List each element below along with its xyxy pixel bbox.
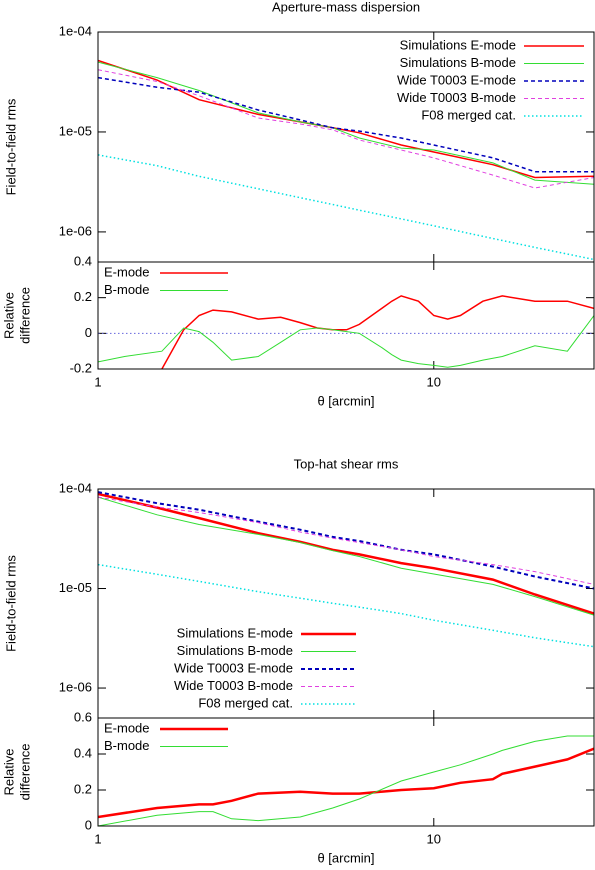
series-line [161,295,594,369]
series-line [98,735,594,826]
legend-label: Wide T0003 E-mode [397,72,516,87]
chart-title: Top-hat shear rms [294,456,399,471]
legend-label: E-mode [104,264,150,279]
series-line [98,496,594,585]
y-axis-label: Relative [1,292,16,339]
series-line [98,76,594,173]
series-line [98,315,594,368]
x-tick-label: 10 [427,831,441,846]
plot-frame [97,31,595,263]
legend-label: E-mode [104,720,150,735]
x-tick-label: 1 [94,374,101,389]
x-axis-label: θ [arcmin] [317,850,374,865]
legend-label: Wide T0003 B-mode [174,678,293,693]
y-tick-label: 0 [85,817,92,832]
legend-label: Wide T0003 B-mode [397,90,516,105]
y-tick-label: 0 [85,325,92,340]
chart-title: Aperture-mass dispersion [272,0,420,14]
legend-label: F08 merged cat. [421,107,516,122]
legend-label: B-mode [104,738,150,753]
plot-frame [97,261,595,370]
plot-frame [97,717,595,827]
legend-label: Simulations B-mode [400,55,516,70]
series-line [98,61,594,185]
y-axis-label: Relative [1,749,16,796]
legend-label: Simulations E-mode [400,37,516,52]
x-axis-label: θ [arcmin] [317,393,374,408]
plot-frame [97,488,595,719]
series-line [98,491,594,590]
y-tick-label: 0.4 [74,745,92,760]
legend-label: Simulations B-mode [177,643,293,658]
series-line [98,492,594,615]
y-tick-label: 1e-06 [59,679,92,694]
y-tick-label: 1e-06 [59,223,92,238]
x-tick-label: 10 [427,374,441,389]
y-tick-label: 0.2 [74,289,92,304]
legend-label: F08 merged cat. [198,695,293,710]
series-line [98,747,594,819]
legend-label: B-mode [104,282,150,297]
legend-label: Wide T0003 E-mode [174,660,293,675]
y-axis-label: Field-to-field rms [3,98,18,195]
y-tick-label: 0.6 [74,709,92,724]
legend-label: Simulations E-mode [177,625,293,640]
y-tick-label: -0.2 [70,360,92,375]
y-tick-label: 1e-04 [59,23,92,38]
y-tick-label: 0.4 [74,253,92,268]
y-tick-label: 1e-04 [59,480,92,495]
y-tick-label: 1e-05 [59,580,92,595]
series-line [98,59,594,179]
y-axis-label: difference [17,287,32,344]
y-axis-label: difference [17,744,32,801]
y-axis-label: Field-to-field rms [3,555,18,652]
x-tick-label: 1 [94,831,101,846]
series-line [98,496,594,616]
series-line [98,154,594,261]
y-tick-label: 1e-05 [59,123,92,138]
y-tick-label: 0.2 [74,781,92,796]
